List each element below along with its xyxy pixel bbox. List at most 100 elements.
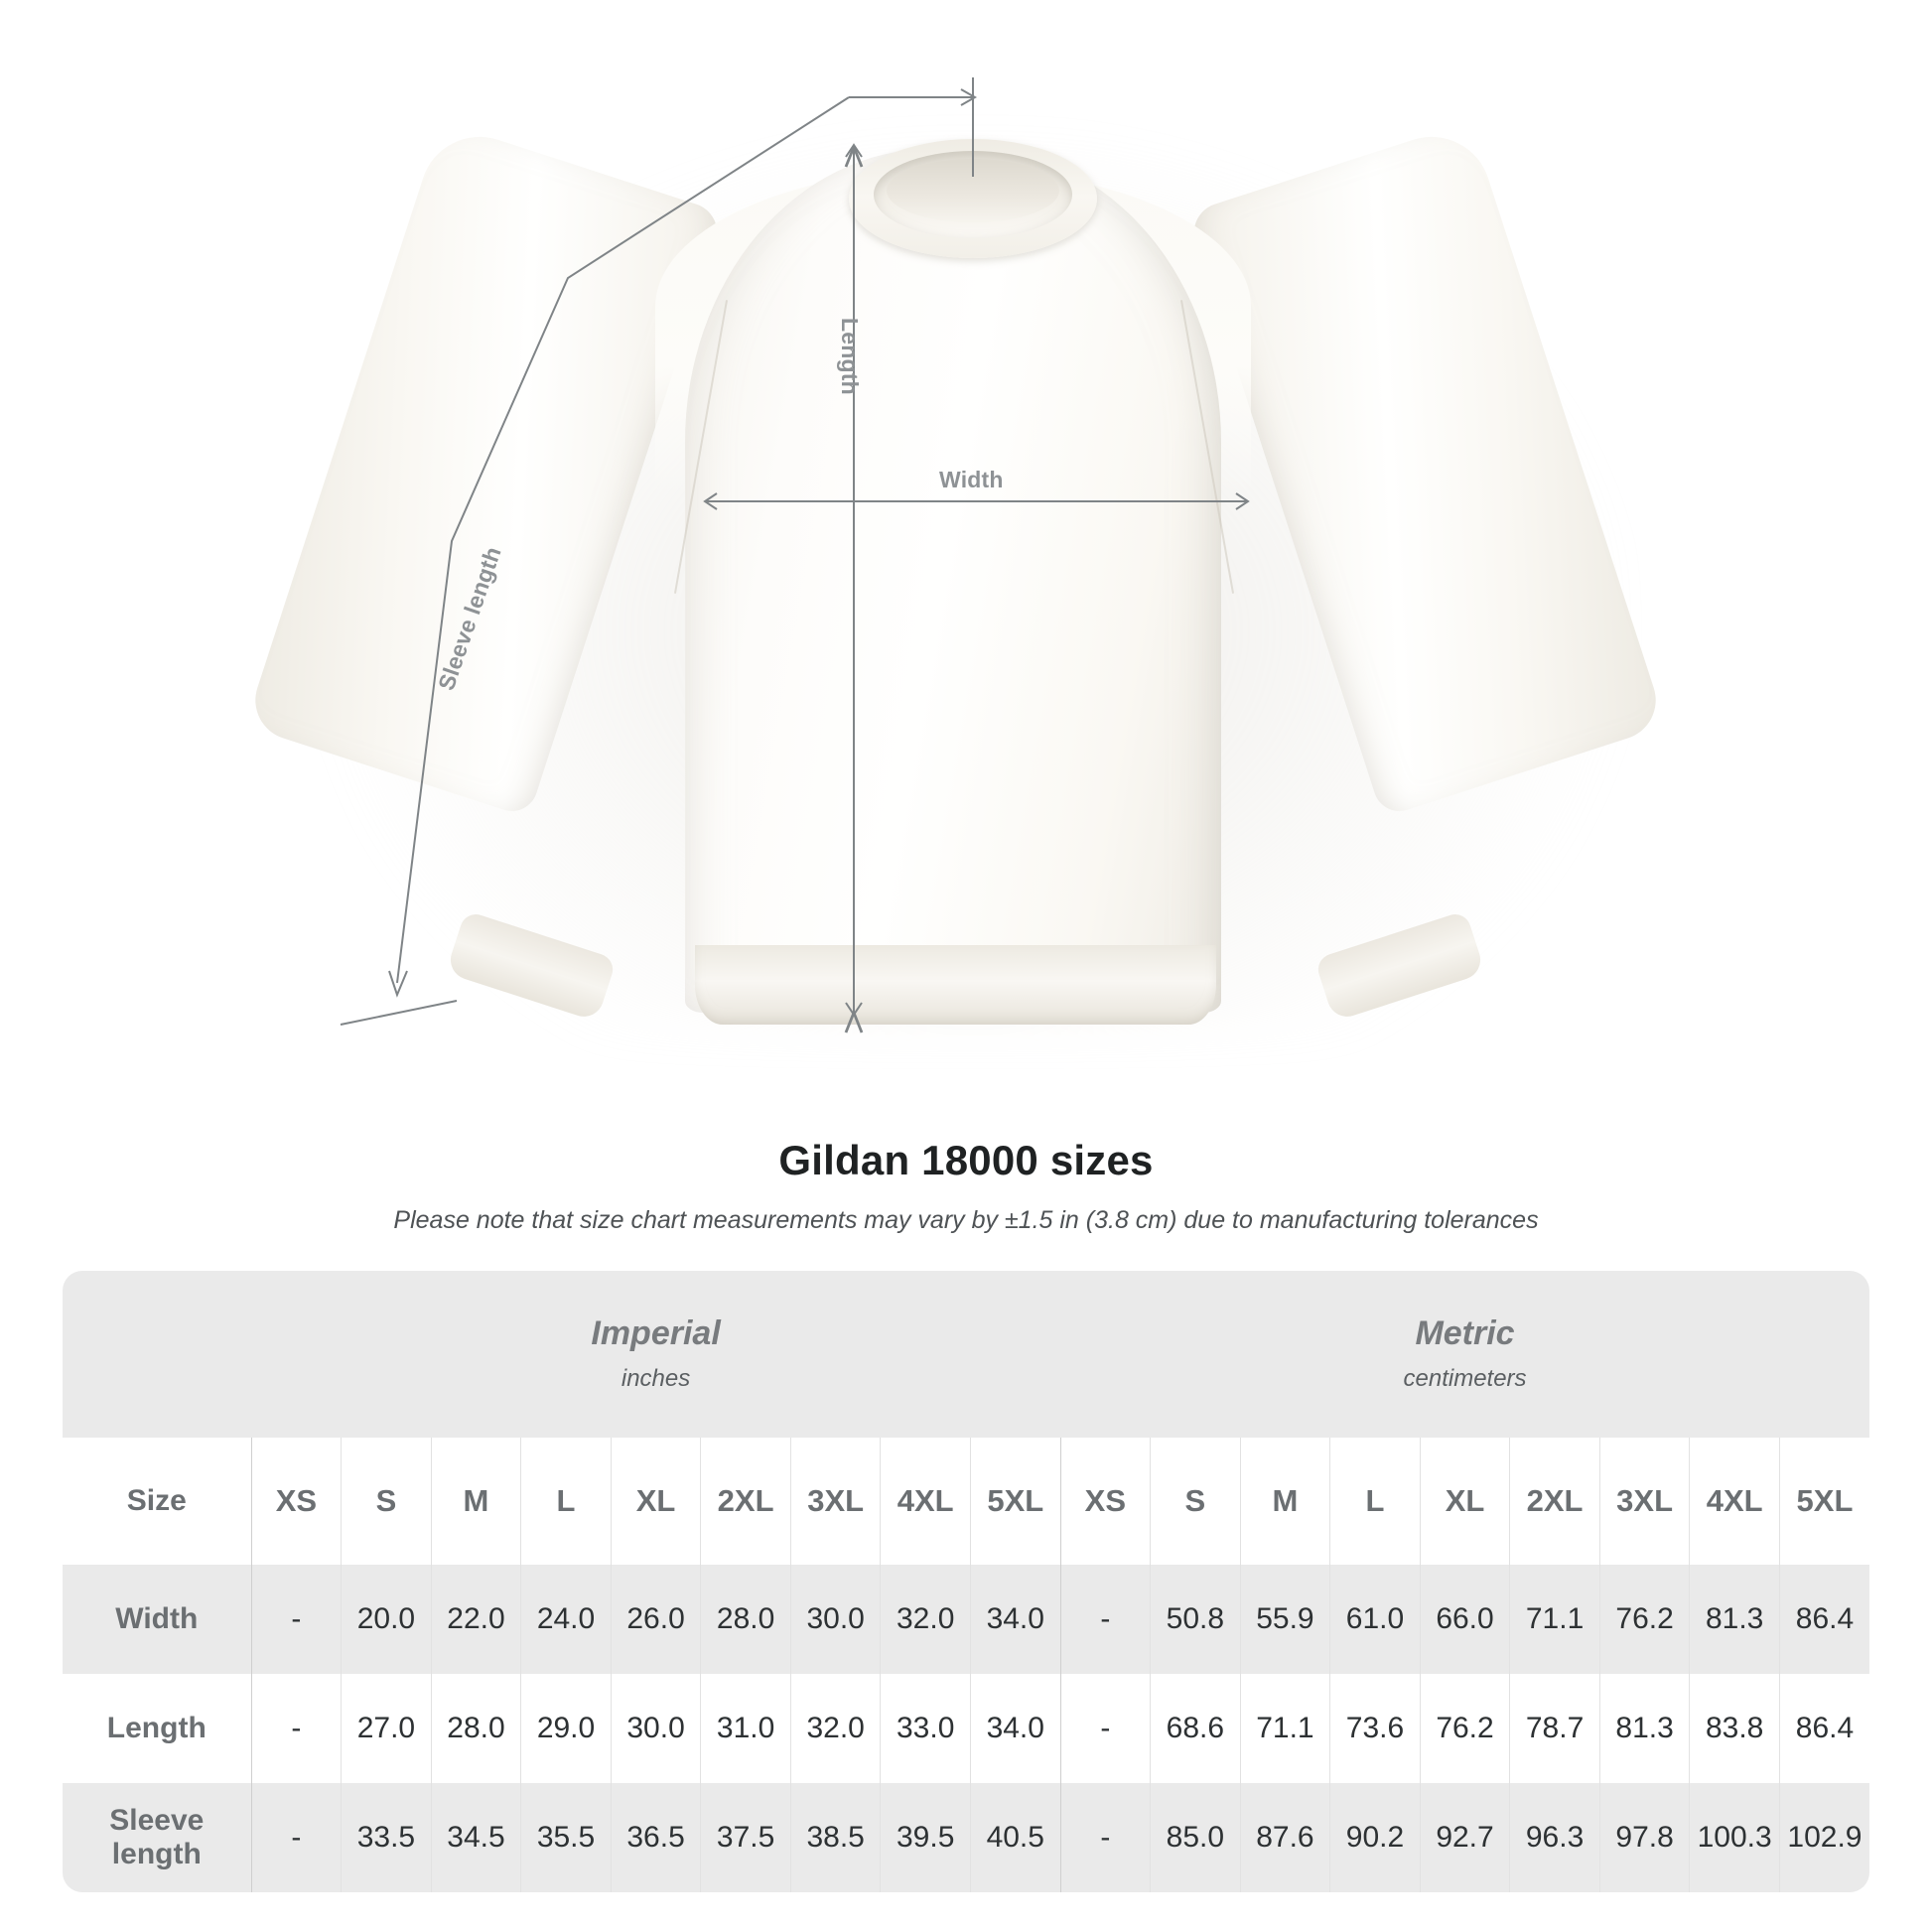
- table-row: Length - 27.0 28.0 29.0 30.0 31.0 32.0 3…: [63, 1674, 1869, 1783]
- table-cell: 27.0: [341, 1674, 432, 1783]
- table-cell: 102.9: [1778, 1783, 1869, 1892]
- table-cell: 78.7: [1509, 1674, 1600, 1783]
- size-col-header: S: [1150, 1438, 1241, 1565]
- table-cell: 76.2: [1598, 1565, 1690, 1674]
- size-col-header: L: [520, 1438, 612, 1565]
- table-cell: 20.0: [341, 1565, 432, 1674]
- size-header-label: Size: [63, 1438, 252, 1565]
- unit-group-imperial-name: Imperial: [591, 1314, 721, 1353]
- table-cell: -: [250, 1565, 342, 1674]
- size-col-header: 2XL: [1509, 1438, 1600, 1565]
- table-cell: 34.5: [430, 1783, 521, 1892]
- size-col-header: M: [1239, 1438, 1330, 1565]
- row-label-sleeve-length: Sleeve length: [63, 1783, 252, 1892]
- table-cell: 92.7: [1419, 1783, 1510, 1892]
- unit-band-spacer: [63, 1271, 252, 1438]
- tolerance-note: Please note that size chart measurements…: [393, 1206, 1539, 1234]
- table-cell: 96.3: [1509, 1783, 1600, 1892]
- table-cell: 35.5: [520, 1783, 612, 1892]
- table-row: Sleeve length - 33.5 34.5 35.5 36.5 37.5…: [63, 1783, 1869, 1892]
- table-cell: 81.3: [1689, 1565, 1780, 1674]
- table-cell: 36.5: [610, 1783, 701, 1892]
- size-col-header: S: [341, 1438, 432, 1565]
- table-cell: -: [1059, 1783, 1151, 1892]
- table-cell: 30.0: [610, 1674, 701, 1783]
- table-cell: 30.0: [789, 1565, 881, 1674]
- table-cell: 32.0: [880, 1565, 971, 1674]
- table-cell: -: [250, 1674, 342, 1783]
- table-cell: 71.1: [1239, 1674, 1330, 1783]
- table-cell: 31.0: [700, 1674, 791, 1783]
- size-header-row: Size XS S M L XL 2XL 3XL 4XL 5XL XS S M …: [63, 1438, 1869, 1565]
- table-cell: 39.5: [880, 1783, 971, 1892]
- table-cell: 28.0: [430, 1674, 521, 1783]
- page-title: Gildan 18000 sizes: [778, 1137, 1154, 1183]
- size-col-header: L: [1329, 1438, 1421, 1565]
- measurement-annotations: [340, 77, 1250, 1034]
- table-cell: 73.6: [1329, 1674, 1421, 1783]
- size-col-header: 5XL: [969, 1438, 1061, 1565]
- size-col-header: 5XL: [1778, 1438, 1869, 1565]
- table-cell: -: [1059, 1674, 1151, 1783]
- table-cell: 33.5: [341, 1783, 432, 1892]
- size-col-header: 3XL: [789, 1438, 881, 1565]
- size-col-header: 3XL: [1598, 1438, 1690, 1565]
- unit-group-metric-sub: centimeters: [1403, 1364, 1527, 1392]
- table-cell: 87.6: [1239, 1783, 1330, 1892]
- size-col-header: 2XL: [700, 1438, 791, 1565]
- row-label-width: Width: [63, 1565, 252, 1674]
- table-cell: 22.0: [430, 1565, 521, 1674]
- unit-group-metric: Metric centimeters: [1060, 1271, 1869, 1438]
- table-cell: 66.0: [1419, 1565, 1510, 1674]
- table-cell: 34.0: [969, 1674, 1061, 1783]
- size-col-header: XL: [1419, 1438, 1510, 1565]
- table-cell: 81.3: [1598, 1674, 1690, 1783]
- size-col-header: XS: [1059, 1438, 1151, 1565]
- sweatshirt-illustration: [244, 121, 1667, 1025]
- unit-group-row: Imperial inches Metric centimeters: [63, 1271, 1869, 1438]
- table-row: Width - 20.0 22.0 24.0 26.0 28.0 30.0 32…: [63, 1565, 1869, 1674]
- table-cell: 86.4: [1778, 1674, 1869, 1783]
- table-cell: 40.5: [969, 1783, 1061, 1892]
- table-cell: 24.0: [520, 1565, 612, 1674]
- table-cell: 38.5: [789, 1783, 881, 1892]
- table-cell: 76.2: [1419, 1674, 1510, 1783]
- product-photo: Length Width Sleeve length: [244, 77, 1667, 1034]
- table-cell: 28.0: [700, 1565, 791, 1674]
- size-col-header: 4XL: [880, 1438, 971, 1565]
- table-cell: 33.0: [880, 1674, 971, 1783]
- table-cell: 37.5: [700, 1783, 791, 1892]
- table-cell: 90.2: [1329, 1783, 1421, 1892]
- size-col-header: XL: [610, 1438, 701, 1565]
- bottom-hem: [695, 945, 1216, 1025]
- table-cell: 61.0: [1329, 1565, 1421, 1674]
- size-table: Imperial inches Metric centimeters Size …: [63, 1271, 1869, 1892]
- table-cell: 83.8: [1689, 1674, 1780, 1783]
- table-cell: -: [250, 1783, 342, 1892]
- width-label: Width: [939, 467, 1004, 492]
- table-cell: 97.8: [1598, 1783, 1690, 1892]
- row-label-length: Length: [63, 1674, 252, 1783]
- body: [685, 149, 1221, 1013]
- size-col-header: 4XL: [1689, 1438, 1780, 1565]
- size-col-header: XS: [250, 1438, 342, 1565]
- size-col-header: M: [430, 1438, 521, 1565]
- table-cell: 34.0: [969, 1565, 1061, 1674]
- table-cell: 68.6: [1150, 1674, 1241, 1783]
- table-cell: 86.4: [1778, 1565, 1869, 1674]
- unit-group-imperial: Imperial inches: [251, 1271, 1061, 1438]
- table-cell: 29.0: [520, 1674, 612, 1783]
- table-cell: 32.0: [789, 1674, 881, 1783]
- table-cell: 85.0: [1150, 1783, 1241, 1892]
- unit-group-imperial-sub: inches: [621, 1364, 691, 1392]
- size-table-wrapper: Imperial inches Metric centimeters Size …: [63, 1271, 1869, 1892]
- table-cell: 100.3: [1689, 1783, 1780, 1892]
- table-cell: 26.0: [610, 1565, 701, 1674]
- table-cell: -: [1059, 1565, 1151, 1674]
- unit-group-metric-name: Metric: [1415, 1314, 1515, 1353]
- table-cell: 71.1: [1509, 1565, 1600, 1674]
- table-cell: 50.8: [1150, 1565, 1241, 1674]
- length-label: Length: [837, 318, 863, 395]
- table-cell: 55.9: [1239, 1565, 1330, 1674]
